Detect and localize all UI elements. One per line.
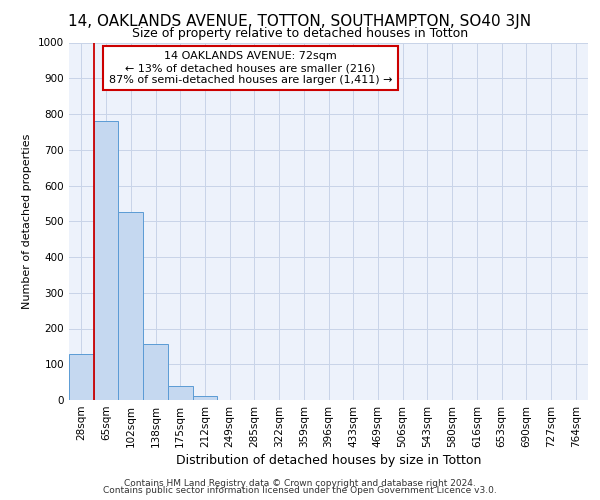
Bar	[193, 396, 217, 400]
Text: 14 OAKLANDS AVENUE: 72sqm
← 13% of detached houses are smaller (216)
87% of semi: 14 OAKLANDS AVENUE: 72sqm ← 13% of detac…	[109, 52, 392, 84]
Text: Contains HM Land Registry data © Crown copyright and database right 2024.: Contains HM Land Registry data © Crown c…	[124, 478, 476, 488]
Bar	[69, 354, 94, 400]
Bar	[118, 212, 143, 400]
Bar	[168, 386, 193, 400]
Text: Contains public sector information licensed under the Open Government Licence v3: Contains public sector information licen…	[103, 486, 497, 495]
Text: Size of property relative to detached houses in Totton: Size of property relative to detached ho…	[132, 28, 468, 40]
Bar	[143, 344, 168, 400]
Y-axis label: Number of detached properties: Number of detached properties	[22, 134, 32, 309]
Bar	[94, 121, 118, 400]
Text: 14, OAKLANDS AVENUE, TOTTON, SOUTHAMPTON, SO40 3JN: 14, OAKLANDS AVENUE, TOTTON, SOUTHAMPTON…	[68, 14, 532, 29]
X-axis label: Distribution of detached houses by size in Totton: Distribution of detached houses by size …	[176, 454, 481, 467]
